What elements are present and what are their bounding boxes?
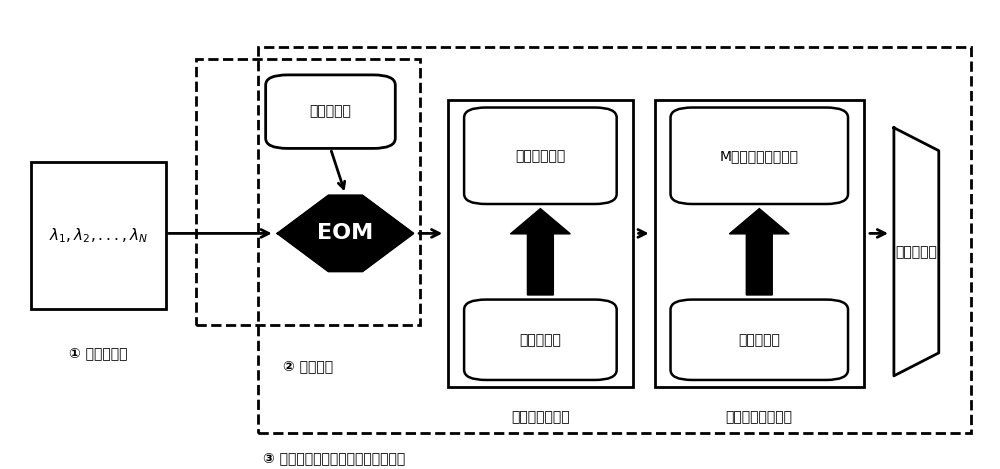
Text: ② 电光调制: ② 电光调制 bbox=[283, 360, 333, 374]
Text: $\lambda_1, \lambda_2,...,\lambda_N$: $\lambda_1, \lambda_2,...,\lambda_N$ bbox=[49, 227, 148, 245]
Text: ① 多波长光源: ① 多波长光源 bbox=[69, 346, 128, 360]
Polygon shape bbox=[729, 209, 789, 295]
Bar bbox=[196, 59, 420, 325]
Text: 色散器件矩阵: 色散器件矩阵 bbox=[515, 149, 566, 163]
FancyBboxPatch shape bbox=[464, 300, 617, 380]
FancyBboxPatch shape bbox=[464, 107, 617, 204]
Text: 射频信号源: 射频信号源 bbox=[310, 105, 351, 119]
Polygon shape bbox=[510, 209, 570, 295]
Text: 可编程非色散阵列: 可编程非色散阵列 bbox=[726, 410, 793, 424]
Bar bbox=[655, 100, 864, 387]
FancyBboxPatch shape bbox=[671, 300, 848, 380]
Text: 色散控制器: 色散控制器 bbox=[519, 333, 561, 347]
Bar bbox=[258, 47, 971, 433]
Text: 延时控制器: 延时控制器 bbox=[738, 333, 780, 347]
Bar bbox=[448, 100, 633, 387]
Polygon shape bbox=[278, 196, 413, 271]
Text: 可编程色散矩阵: 可编程色散矩阵 bbox=[511, 410, 570, 424]
Text: ③ 色散与非色散器件级联真延时单元: ③ 色散与非色散器件级联真延时单元 bbox=[263, 452, 405, 466]
FancyBboxPatch shape bbox=[266, 75, 395, 148]
Polygon shape bbox=[894, 128, 939, 376]
Text: 波长解复用: 波长解复用 bbox=[895, 245, 937, 259]
FancyBboxPatch shape bbox=[671, 107, 848, 204]
Bar bbox=[31, 162, 166, 309]
Text: M路非色散器件阵列: M路非色散器件阵列 bbox=[720, 149, 799, 163]
Text: EOM: EOM bbox=[317, 223, 374, 243]
